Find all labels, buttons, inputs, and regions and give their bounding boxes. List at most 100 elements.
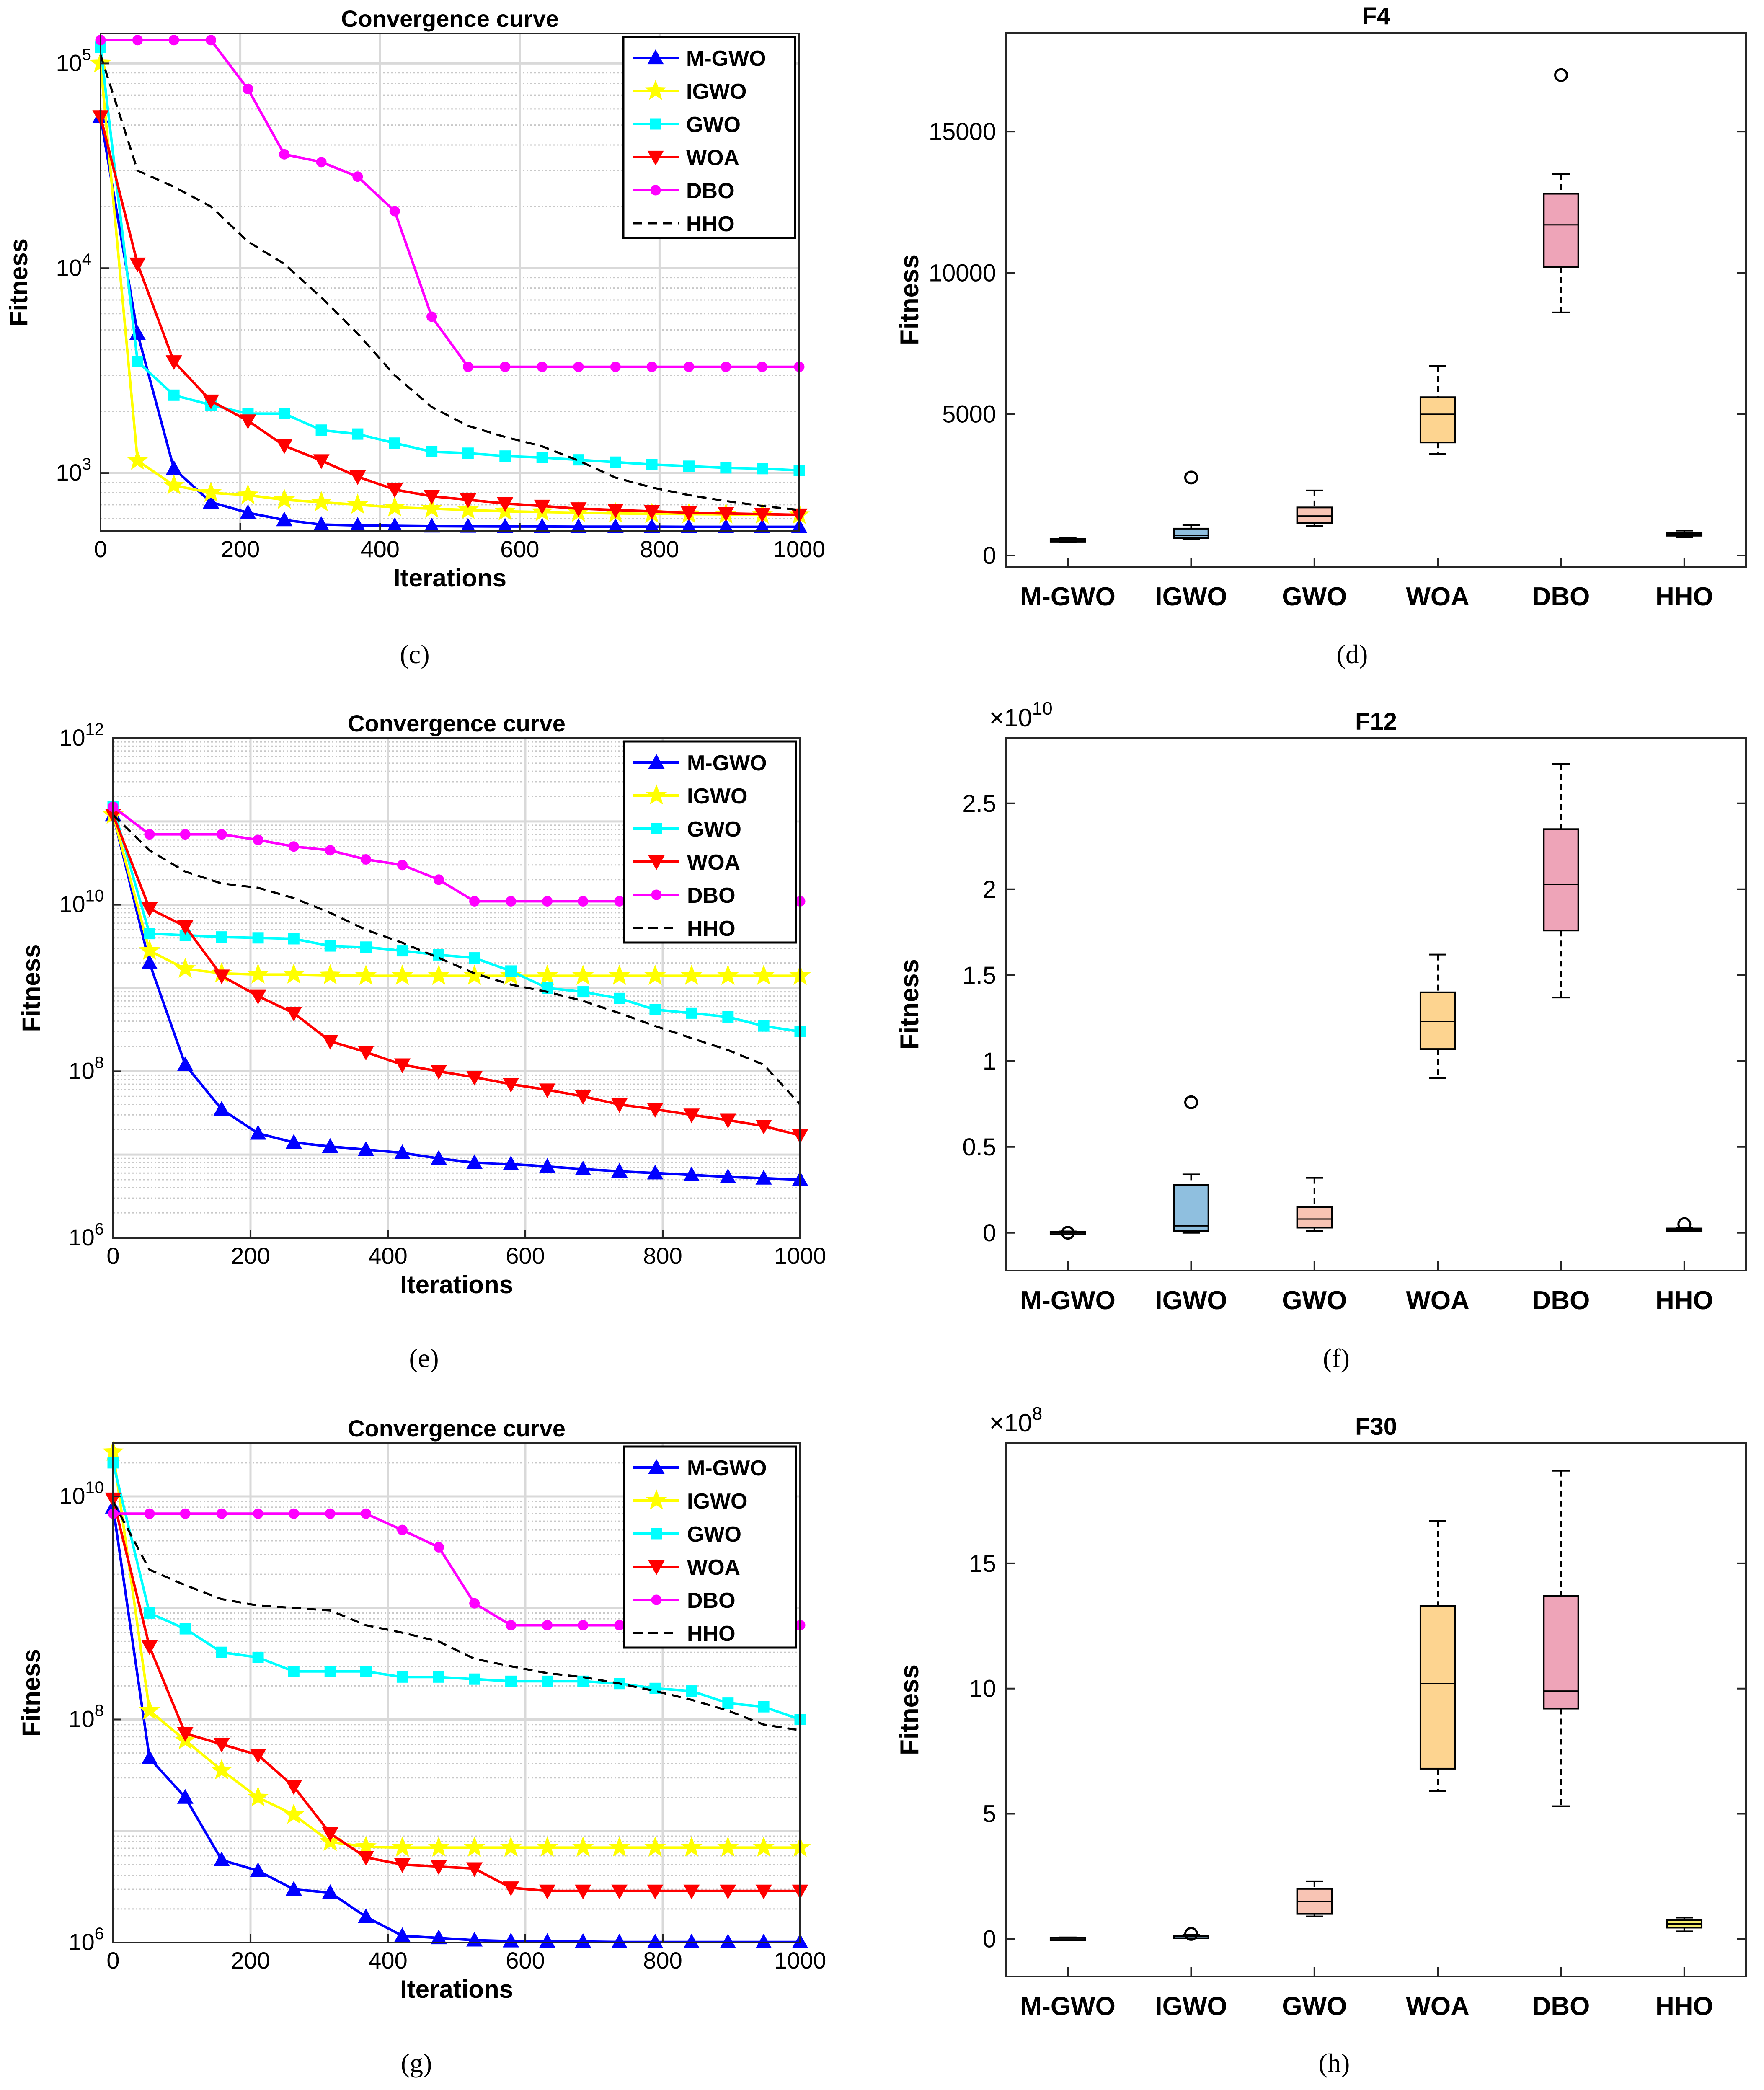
data-point <box>506 896 517 907</box>
y-tick-label: 0 <box>983 1925 996 1953</box>
data-point <box>360 941 372 953</box>
box-body <box>1543 193 1579 268</box>
data-point <box>720 1168 736 1183</box>
data-point <box>319 964 341 984</box>
legend-marker <box>651 1594 662 1605</box>
data-point <box>503 1932 519 1948</box>
data-point <box>500 362 511 372</box>
data-point <box>643 505 660 520</box>
legend-marker <box>645 80 666 100</box>
x-tick-label: 400 <box>368 1243 407 1269</box>
legend-label: M-GWO <box>687 751 767 775</box>
outlier-point <box>1184 1927 1198 1941</box>
legend-label: GWO <box>687 1522 741 1547</box>
data-point <box>139 939 160 960</box>
data-point <box>180 829 191 840</box>
series-igwo <box>102 803 811 985</box>
data-point <box>609 964 630 985</box>
y-tick-label: 1 <box>983 1048 996 1075</box>
data-point <box>539 1158 556 1173</box>
data-point <box>253 834 263 845</box>
axes-frame <box>1005 737 1747 1271</box>
data-point <box>686 1685 697 1697</box>
data-point <box>614 992 625 1004</box>
data-point <box>537 362 548 372</box>
x-tick-label: 1000 <box>773 536 826 562</box>
data-point <box>539 1884 556 1899</box>
data-point <box>141 1640 158 1655</box>
legend-label: DBO <box>687 884 736 908</box>
data-point <box>430 1150 447 1165</box>
data-point <box>168 389 180 401</box>
data-point <box>315 424 327 436</box>
data-point <box>536 964 558 985</box>
data-point <box>753 1836 775 1857</box>
data-point <box>279 149 290 160</box>
legend-label: WOA <box>687 850 740 875</box>
data-point <box>462 362 473 372</box>
data-point <box>644 964 666 985</box>
data-point <box>127 449 148 470</box>
data-point <box>240 414 256 429</box>
data-point <box>505 1675 517 1687</box>
box-m-gwo <box>1049 1226 1086 1240</box>
category-label: GWO <box>1282 582 1347 611</box>
legend-item-igwo: IGWO <box>633 784 747 809</box>
legend-box <box>622 36 796 239</box>
data-point <box>433 1542 444 1553</box>
legend-item-woa: WOA <box>633 146 739 170</box>
box-dbo <box>1543 763 1579 999</box>
data-point <box>754 508 771 523</box>
convergence-chart-g: 0 200 400 600 800 1000 106 108 1010 Convergence c… <box>17 1415 826 2003</box>
box-body <box>1173 1184 1209 1232</box>
series-line <box>112 806 801 1033</box>
category-label: IGWO <box>1155 1286 1227 1315</box>
data-point <box>575 1933 591 1948</box>
legend-label: M-GWO <box>686 47 766 71</box>
legend-label: M-GWO <box>687 1456 767 1480</box>
y-tick-label: 0 <box>983 1219 996 1247</box>
data-point <box>324 1666 336 1677</box>
data-point <box>578 896 589 907</box>
data-point <box>313 516 330 531</box>
axes-frame <box>1005 1442 1747 1977</box>
series-gwo <box>107 1457 806 1726</box>
data-point <box>428 964 449 985</box>
data-point <box>430 1860 447 1875</box>
legend-marker <box>648 754 665 769</box>
data-point <box>681 1836 703 1857</box>
x-tick-label: 800 <box>643 1947 682 1974</box>
data-point <box>683 362 694 372</box>
data-point <box>424 490 440 505</box>
category-label: DBO <box>1532 1286 1590 1315</box>
y-axis-label: Fitness <box>895 1664 924 1755</box>
series-line <box>112 814 801 1137</box>
series-m-gwo <box>92 108 808 533</box>
data-point <box>288 841 299 852</box>
data-point <box>644 1836 666 1857</box>
legend-marker <box>646 784 667 805</box>
data-point <box>349 470 366 485</box>
data-point <box>216 931 227 943</box>
chart-title: F30 <box>1355 1413 1397 1440</box>
data-point <box>202 394 220 410</box>
data-point <box>647 1165 664 1180</box>
box-gwo <box>1296 489 1333 527</box>
data-point <box>536 1836 558 1857</box>
data-point <box>683 1933 700 1948</box>
x-tick-label: 200 <box>231 1947 270 1974</box>
data-point <box>250 1749 266 1764</box>
data-point <box>643 518 660 533</box>
data-point <box>433 1671 444 1683</box>
legend-item-hho: HHO <box>633 917 736 941</box>
box-body <box>1296 1206 1333 1229</box>
box-chart-h: 0 5 10 15 ×108 M-GWO IGWO GWO WOA DBO HHO F30 Fitnes… <box>895 1403 1747 2021</box>
data-point <box>536 452 548 463</box>
y-tick-label: 1.5 <box>962 962 996 989</box>
data-point <box>497 518 514 533</box>
x-tick-label: 0 <box>106 1243 119 1269</box>
data-point <box>680 518 697 533</box>
data-point <box>347 493 369 514</box>
x-tick-label: 800 <box>643 1243 682 1269</box>
box-gwo <box>1296 1177 1333 1232</box>
